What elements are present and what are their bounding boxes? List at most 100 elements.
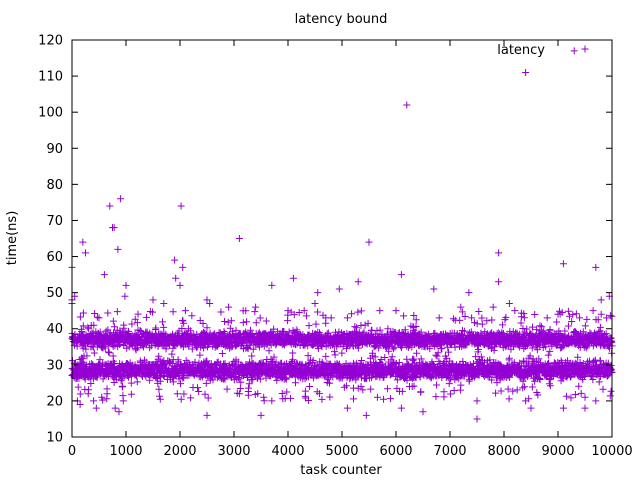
scatter-point (120, 321, 128, 329)
band-point (285, 328, 293, 336)
chart-title: latency bound (295, 12, 388, 27)
data-point (489, 303, 497, 311)
data-point (111, 404, 119, 412)
scatter-point (564, 322, 572, 330)
scatter-point (445, 380, 453, 388)
scatter-point (376, 326, 384, 334)
data-point (430, 285, 438, 293)
data-point (527, 404, 535, 412)
scatter-point (331, 351, 339, 359)
data-point (343, 314, 351, 322)
data-point (581, 393, 589, 401)
data-point (465, 289, 473, 297)
data-point (306, 382, 314, 390)
data-point (114, 245, 122, 253)
data-point (252, 303, 260, 311)
scatter-point (314, 308, 322, 316)
data-point (172, 274, 180, 282)
scatter-point (400, 312, 408, 320)
scatter-point (351, 323, 359, 331)
data-point (495, 249, 503, 257)
band-point (467, 328, 475, 336)
band-point (397, 342, 405, 350)
data-point (79, 238, 87, 246)
band-point (463, 341, 471, 349)
data-point (260, 393, 268, 401)
scatter-point (113, 308, 121, 316)
scatter-point (607, 387, 615, 395)
scatter-point (189, 384, 197, 392)
data-point (362, 411, 370, 419)
scatter-point (239, 319, 247, 327)
scatter-point (354, 308, 362, 316)
data-point (570, 47, 578, 55)
band-point (426, 345, 434, 353)
band-point (360, 328, 368, 336)
scatter-point (606, 392, 614, 400)
scatter-point (201, 390, 209, 398)
data-points (68, 47, 616, 423)
scatter-point (187, 394, 195, 402)
scatter-point (475, 307, 483, 315)
scatter-point (223, 385, 231, 393)
data-point (160, 299, 168, 307)
scatter-point (105, 349, 113, 357)
scatter-point (456, 386, 464, 394)
scatter-point (417, 355, 425, 363)
scatter-point (446, 390, 454, 398)
scatter-point (445, 348, 453, 356)
scatter-point (105, 348, 113, 356)
data-point (106, 202, 114, 210)
band-point (100, 342, 108, 350)
band-point (542, 343, 550, 351)
scatter-point (521, 383, 529, 391)
data-point (473, 397, 481, 405)
data-point (289, 274, 297, 282)
scatter-point (348, 310, 356, 318)
data-point (365, 238, 373, 246)
scatter-point (195, 388, 203, 396)
band-point (293, 340, 301, 348)
scatter-point (367, 385, 375, 393)
scatter-point (84, 323, 92, 331)
band-point (545, 329, 553, 337)
data-point (403, 101, 411, 109)
data-point (100, 271, 108, 279)
band-point (185, 341, 193, 349)
scatter-point (218, 349, 226, 357)
data-point (121, 292, 129, 300)
scatter-point (133, 378, 141, 386)
scatter-point (403, 355, 411, 363)
scatter-point (433, 352, 441, 360)
data-point (392, 307, 400, 315)
scatter-point (109, 352, 117, 360)
data-point (95, 314, 103, 322)
scatter-point (305, 322, 313, 330)
scatter-point (388, 353, 396, 361)
band-point (343, 345, 351, 353)
scatter-point (283, 388, 291, 396)
data-point (122, 281, 130, 289)
data-point (592, 263, 600, 271)
band-point (373, 327, 381, 335)
data-point (522, 68, 530, 76)
scatter-point (553, 318, 561, 326)
scatter-point (572, 310, 580, 318)
data-point (559, 260, 567, 268)
scatter-point (575, 382, 583, 390)
data-point (203, 411, 211, 419)
scatter-point (433, 381, 441, 389)
scatter-point (569, 311, 577, 319)
scatter-point (204, 394, 212, 402)
scatter-point (245, 384, 253, 392)
data-point (581, 404, 589, 412)
scatter-point (359, 386, 367, 394)
scatter-point (142, 313, 150, 321)
scatter-point (217, 308, 225, 316)
data-point (343, 404, 351, 412)
data-point (268, 397, 276, 405)
scatter-point (128, 320, 136, 328)
data-point (82, 249, 89, 257)
scatter-point (160, 323, 168, 331)
